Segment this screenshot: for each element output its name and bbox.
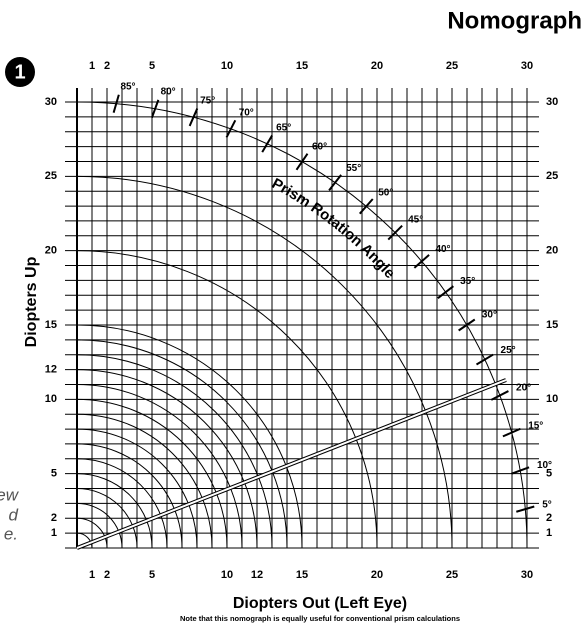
angle-marker [413, 254, 430, 269]
x-tick-label: 15 [296, 569, 308, 581]
arc [76, 532, 93, 549]
angle-marker [475, 353, 494, 366]
angle-label: 40° [435, 244, 450, 255]
angle-label: 50° [378, 187, 393, 198]
arc [76, 339, 288, 549]
x-tick-label: 1 [89, 569, 95, 581]
side-fragment: d [9, 505, 19, 524]
arc [76, 369, 258, 549]
x-tick-label: 30 [521, 569, 533, 581]
arc [76, 324, 303, 549]
title: Nomograph [447, 7, 582, 34]
arc [76, 413, 213, 549]
arc [76, 458, 168, 549]
angle-marker [261, 134, 273, 153]
arc [76, 443, 183, 549]
x-tick-label-top: 10 [221, 60, 233, 72]
x-tick-label-top: 30 [521, 60, 533, 72]
angle-marker [437, 285, 454, 299]
angle-label: 45° [408, 214, 423, 225]
angle-marker [112, 94, 120, 113]
arc [76, 473, 153, 549]
y-tick-label-right: 10 [546, 393, 558, 405]
y-tick-label: 2 [51, 512, 57, 524]
angle-marker [225, 119, 237, 138]
y-tick-label-right: 30 [546, 96, 558, 108]
y-tick-label-right: 1 [546, 527, 552, 539]
arc [76, 517, 108, 549]
angle-marker [359, 198, 374, 215]
angle-label: 70° [239, 107, 254, 118]
arc [76, 488, 138, 549]
y-tick-label-right: 20 [546, 245, 558, 257]
angle-label: 75° [200, 95, 215, 106]
angle-label: 35° [460, 276, 475, 287]
angle-label: 20° [516, 382, 531, 393]
angle-label: 5° [542, 500, 552, 511]
y-tick-label: 1 [51, 527, 57, 539]
angle-marker [510, 466, 530, 475]
angle-label: 60° [312, 141, 327, 152]
x-tick-label: 2 [104, 569, 110, 581]
angle-label: 30° [482, 310, 497, 321]
x-tick-label-top: 20 [371, 60, 383, 72]
angle-marker [188, 108, 199, 127]
angle-label: 25° [501, 345, 516, 356]
y-tick-label-right: 2 [546, 512, 552, 524]
y-axis-label: Diopters Up [23, 256, 40, 347]
angle-marker [516, 505, 535, 513]
angle-marker [295, 153, 309, 171]
side-fragment: ew [0, 485, 20, 504]
example-line-inner [76, 379, 507, 549]
y-tick-label: 10 [45, 393, 57, 405]
y-tick-label: 30 [45, 96, 57, 108]
y-tick-label: 20 [45, 245, 57, 257]
x-axis-label: Diopters Out (Left Eye) [233, 595, 407, 612]
angle-marker [458, 318, 476, 332]
angle-label: 10° [537, 460, 552, 471]
angle-marker [328, 174, 342, 192]
arc [76, 398, 228, 549]
angle-marker [490, 390, 509, 401]
angle-marker [150, 99, 160, 119]
x-tick-label: 12 [251, 569, 263, 581]
arc [76, 175, 453, 549]
angle-label: 65° [276, 123, 291, 134]
y-tick-label: 25 [45, 170, 57, 182]
badge-circle [5, 57, 35, 87]
x-tick-label-top: 1 [89, 60, 95, 72]
angle-label: 55° [346, 163, 361, 174]
badge: 1 [14, 61, 25, 83]
angle-label: 15° [528, 421, 543, 432]
x-tick-label-top: 2 [104, 60, 110, 72]
x-tick-label: 5 [149, 569, 155, 581]
arc [76, 250, 378, 549]
angle-label: 85° [120, 81, 135, 92]
y-tick-label-right: 5 [546, 468, 552, 480]
x-tick-label: 25 [446, 569, 458, 581]
y-tick-label: 12 [45, 364, 57, 376]
arc [76, 428, 198, 549]
angle-marker [387, 224, 403, 241]
angle-label: 80° [161, 87, 176, 98]
x-tick-label-top: 25 [446, 60, 458, 72]
side-fragment: e. [4, 524, 18, 543]
x-tick-label-top: 5 [149, 60, 155, 72]
x-tick-label-top: 15 [296, 60, 308, 72]
x-tick-label: 10 [221, 569, 233, 581]
y-tick-label-right: 15 [546, 319, 558, 331]
arc [76, 502, 123, 549]
arc [76, 354, 273, 549]
angle-marker [502, 427, 521, 438]
x-tick-label: 20 [371, 569, 383, 581]
y-tick-label: 5 [51, 468, 57, 480]
y-tick-label: 15 [45, 319, 57, 331]
note: Note that this nomograph is equally usef… [180, 614, 460, 623]
arc [76, 383, 243, 549]
y-tick-label-right: 25 [546, 170, 558, 182]
